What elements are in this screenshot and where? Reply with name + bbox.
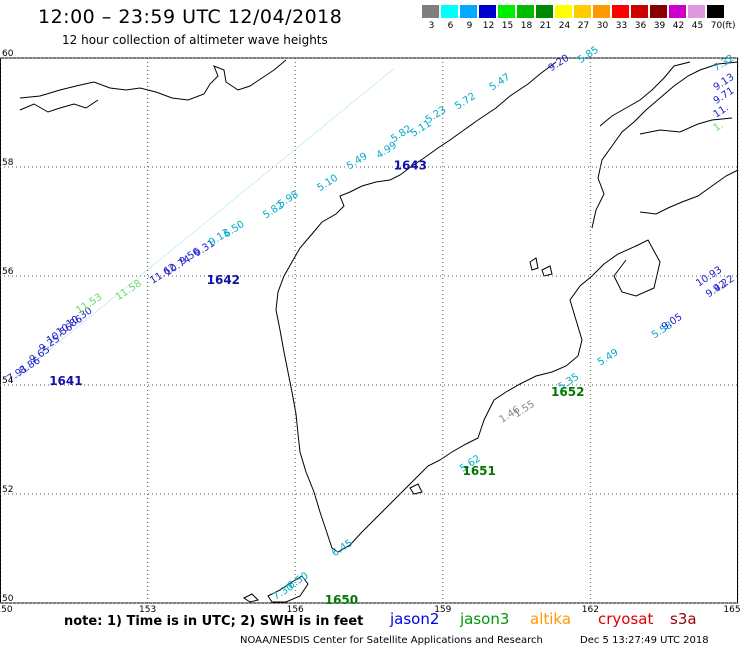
satellite-legend-s3a: s3a	[670, 610, 697, 628]
island-shelikhov	[529, 257, 539, 271]
wave-height-label: 1.	[712, 120, 726, 134]
colorbar-label: 42	[672, 21, 685, 31]
inner-coastline	[599, 61, 691, 127]
kamchatka-coastline	[275, 61, 661, 553]
lat-tick-label: 50	[2, 594, 14, 604]
wave-height-label: 6.50	[222, 219, 247, 240]
wave-height-label: 5.82	[389, 124, 414, 145]
generation-timestamp: Dec 5 13:27:49 UTC 2018	[580, 635, 709, 646]
colorbar-swatch	[536, 5, 553, 18]
north-coastline	[19, 59, 287, 101]
colorbar-label: 30	[596, 21, 609, 31]
colorbar-swatch	[707, 5, 724, 18]
pass-time-label: 1642	[207, 273, 240, 287]
colorbar-swatch	[650, 5, 667, 18]
wave-height-label: 5.85	[576, 45, 601, 66]
colorbar-swatch	[669, 5, 686, 18]
north-coastline-west	[19, 99, 99, 113]
lat-tick-label: 60	[2, 49, 14, 59]
satellite-legend-altika: altika	[530, 610, 572, 628]
units-note: note: 1) Time is in UTC; 2) SWH is in fe…	[64, 614, 364, 629]
wave-height-label: 5.49	[345, 151, 370, 172]
colorbar-swatch	[479, 5, 496, 18]
lon-tick-label: 165	[723, 605, 740, 615]
colorbar-swatch	[593, 5, 610, 18]
wave-height-label: 6.45	[330, 538, 355, 559]
wave-height-label: 1.55	[512, 399, 537, 420]
colorbar-label: 12	[482, 21, 495, 31]
credit-line: NOAA/NESDIS Center for Satellite Applica…	[240, 635, 543, 646]
map-footer: note: 1) Time is in UTC; 2) SWH is in fe…	[0, 610, 740, 650]
colorbar-label: 27	[577, 21, 590, 31]
wave-height-label: 5.72	[453, 91, 478, 112]
colorbar-swatch	[631, 5, 648, 18]
colorbar-swatch	[422, 5, 439, 18]
colorbar-swatch	[574, 5, 591, 18]
wave-height-label: 5.23	[424, 105, 449, 126]
kuril-island-small	[243, 593, 259, 603]
shelikhov-east-shore	[591, 61, 739, 229]
wave-height-label: 11.58	[114, 278, 144, 303]
wave-height-label: 11.	[712, 103, 731, 121]
satellite-legend-jason3: jason3	[460, 610, 510, 628]
wave-height-label: 9.20	[547, 53, 572, 74]
lon-tick-label: 156	[287, 605, 304, 615]
wave-height-label: 7.32	[712, 53, 737, 74]
lat-tick-label: 52	[2, 485, 13, 495]
colorbar-label: 9	[466, 21, 473, 31]
colorbar-label: 36	[634, 21, 647, 31]
island-east	[541, 265, 553, 277]
satellite-legend-jason2: jason2	[390, 610, 440, 628]
colorbar-swatch	[460, 5, 477, 18]
lon-tick-label: 150	[0, 605, 13, 615]
wave-height-label: 5.98	[276, 189, 301, 210]
wave-height-label: 5.49	[596, 347, 621, 368]
colorbar-label: 6	[447, 21, 454, 31]
wave-height-label: 5.10	[315, 173, 340, 194]
map-subtitle: 12 hour collection of altimeter wave hei…	[62, 33, 328, 47]
peninsula-shore	[639, 169, 739, 215]
colorbar-label: 3	[428, 21, 435, 31]
colorbar-swatch	[688, 5, 705, 18]
east-coastline	[639, 117, 733, 135]
pass-time-label: 1650	[325, 593, 358, 607]
lat-tick-label: 58	[2, 158, 14, 168]
colorbar-label: 39	[653, 21, 666, 31]
colorbar-label: 24	[558, 21, 571, 31]
lat-tick-label: 56	[2, 267, 14, 277]
lon-tick-label: 153	[139, 605, 156, 615]
colorbar-swatch	[517, 5, 534, 18]
map-border	[0, 57, 738, 604]
satellite-legend-cryosat: cryosat	[598, 610, 654, 628]
colorbar-swatch	[555, 5, 572, 18]
colorbar-label: 70	[710, 21, 723, 31]
colorbar-label: 15	[501, 21, 514, 31]
satellite-track	[9, 68, 394, 383]
colorbar-label: 21	[539, 21, 552, 31]
pass-time-label: 1643	[394, 159, 427, 173]
island-cape	[409, 483, 423, 495]
lat-tick-label: 54	[2, 376, 14, 386]
colorbar-swatch	[498, 5, 515, 18]
pass-time-label: 1641	[49, 374, 82, 388]
kuril-island-north	[267, 575, 309, 603]
wave-height-label: 5.47	[488, 72, 513, 93]
map-title: 12:00 – 23:59 UTC 12/04/2018	[38, 6, 343, 28]
colorbar-label: 45	[691, 21, 704, 31]
colorbar-swatch	[441, 5, 458, 18]
lon-tick-label: 162	[582, 605, 599, 615]
colorbar-unit: (ft)	[722, 21, 736, 31]
pass-time-label: 1651	[462, 464, 495, 478]
colorbar-label: 18	[520, 21, 533, 31]
colorbar-label: 33	[615, 21, 628, 31]
pass-time-label: 1652	[551, 385, 584, 399]
lon-tick-label: 159	[434, 605, 451, 615]
colorbar-swatch	[612, 5, 629, 18]
